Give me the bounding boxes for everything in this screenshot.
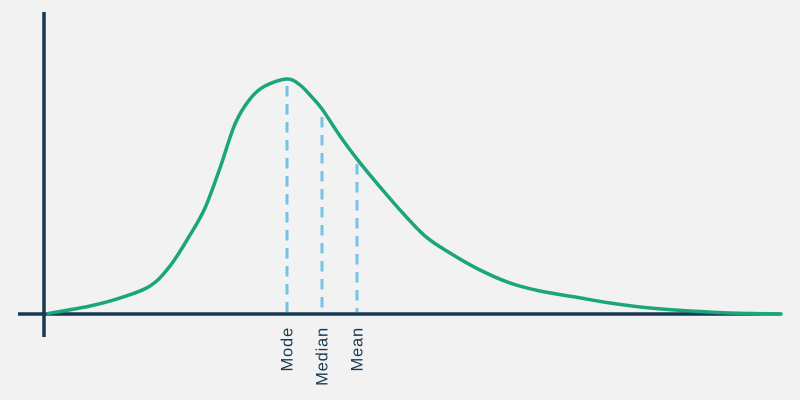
mode-label: Mode — [279, 327, 297, 371]
median-label: Median — [314, 327, 332, 386]
distribution-curve — [46, 77, 783, 316]
mean-label: Mean — [349, 327, 367, 371]
